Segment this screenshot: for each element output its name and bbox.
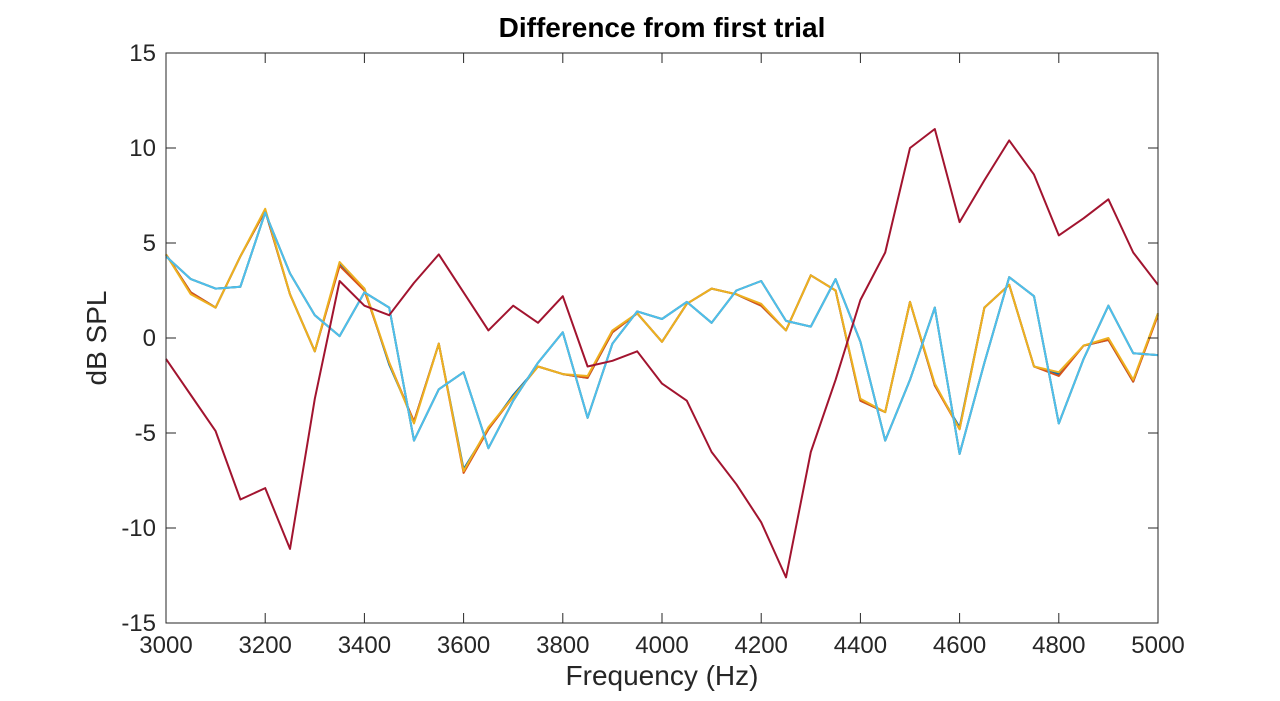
series-line-6 bbox=[165, 211, 1159, 455]
x-tick-label: 3400 bbox=[338, 632, 391, 659]
x-tick-label: 3600 bbox=[437, 632, 490, 659]
chart-title: Difference from first trial bbox=[499, 12, 826, 43]
y-tick-label: -15 bbox=[121, 610, 156, 637]
x-tick-label: 3800 bbox=[536, 632, 589, 659]
y-axis-label: dB SPL bbox=[81, 291, 112, 386]
series-line-4 bbox=[165, 211, 1159, 455]
x-tick-label: 4200 bbox=[735, 632, 788, 659]
series-line-7 bbox=[165, 128, 1159, 579]
x-tick-label: 3000 bbox=[139, 632, 192, 659]
y-tick-label: -5 bbox=[135, 420, 156, 447]
y-tick-label: 15 bbox=[129, 40, 156, 67]
series-line-5 bbox=[165, 211, 1159, 455]
y-tick-label: 5 bbox=[143, 230, 156, 257]
y-tick-label: -10 bbox=[121, 515, 156, 542]
x-tick-label: 3200 bbox=[239, 632, 292, 659]
x-tick-label: 4800 bbox=[1032, 632, 1085, 659]
x-axis-label: Frequency (Hz) bbox=[566, 660, 759, 691]
series-line-3 bbox=[165, 207, 1159, 472]
y-tick-label: 0 bbox=[143, 325, 156, 352]
series-group bbox=[165, 128, 1159, 579]
x-tick-label: 5000 bbox=[1131, 632, 1184, 659]
x-tick-label: 4400 bbox=[834, 632, 887, 659]
plot-frame bbox=[165, 52, 1159, 624]
y-tick-label: 10 bbox=[129, 135, 156, 162]
x-tick-label: 4000 bbox=[635, 632, 688, 659]
series-line-1 bbox=[165, 209, 1159, 471]
x-tick-label: 4600 bbox=[933, 632, 986, 659]
ticks-group: 3000 3200 3400 3600 3800 4000 4200 4400 4600 4800… bbox=[121, 40, 1184, 659]
